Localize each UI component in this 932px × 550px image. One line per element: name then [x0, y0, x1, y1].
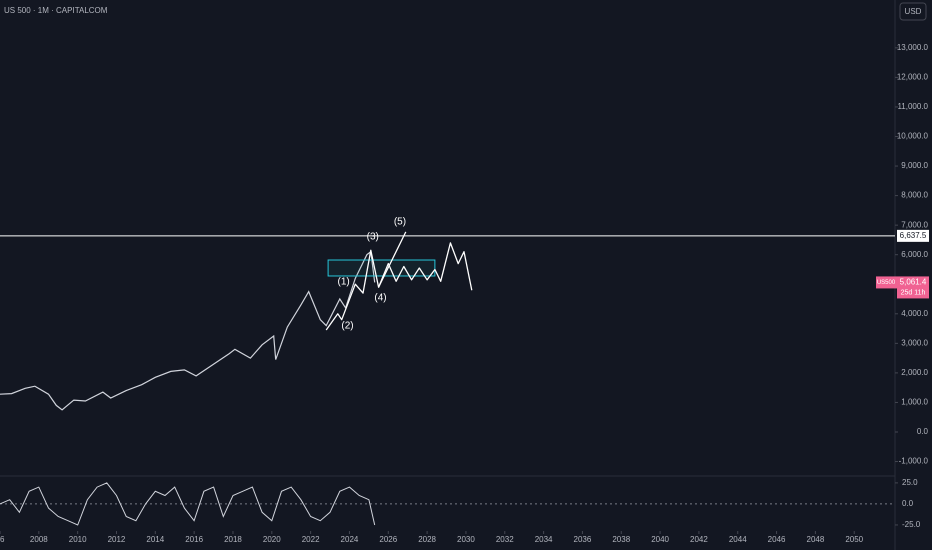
x-tick-label: 2038 — [612, 535, 630, 544]
osc-tick-label: 0.0 — [902, 499, 914, 508]
price-box — [897, 276, 929, 299]
wave-line — [377, 242, 473, 291]
y-tick-label: 2,000.0 — [901, 368, 928, 377]
y-tick-label: 6,000.0 — [901, 250, 928, 259]
osc-tick-label: -25.0 — [902, 520, 921, 529]
wave-label: (4) — [374, 293, 386, 304]
symbol-tag — [876, 276, 897, 289]
y-tick-label: 4,000.0 — [901, 309, 928, 318]
x-tick-label: 2036 — [574, 535, 592, 544]
symbol-label: US500 — [877, 280, 896, 286]
y-tick-label: -1,000.0 — [899, 457, 929, 466]
level-label-box — [897, 229, 929, 242]
x-tick-label: 2022 — [302, 535, 320, 544]
y-tick-label: 0.0 — [917, 427, 929, 436]
x-tick-label: 2050 — [845, 535, 863, 544]
wave-label: (5) — [394, 217, 406, 228]
osc-line — [0, 482, 376, 526]
wave-label: (2) — [341, 321, 353, 332]
x-tick-label: 2024 — [341, 535, 359, 544]
x-tick-label: 2020 — [263, 535, 281, 544]
y-tick-label: 1,000.0 — [901, 398, 928, 407]
x-tick-label: 2030 — [457, 535, 475, 544]
y-tick-label: 8,000.0 — [901, 191, 928, 200]
x-tick-label: 2016 — [185, 535, 203, 544]
target-box — [327, 259, 436, 277]
x-tick-label: 2014 — [146, 535, 164, 544]
x-tick-label: 2008 — [30, 535, 48, 544]
x-tick-label: 2012 — [108, 535, 126, 544]
y-tick-label: 12,000.0 — [897, 73, 929, 82]
x-tick-label: 2042 — [690, 535, 708, 544]
wave-label: (3) — [367, 232, 379, 243]
chart-title: US 500 · 1M · CAPITALCOM — [4, 6, 108, 15]
y-tick-label: 13,000.0 — [897, 43, 929, 52]
x-tick-label: 2046 — [768, 535, 786, 544]
x-tick-label: 2034 — [535, 535, 553, 544]
price-label: 5,061.4 — [900, 278, 927, 287]
price-line — [0, 250, 376, 411]
countdown-label: 25d 11h — [901, 289, 926, 296]
x-tick-label: 2040 — [651, 535, 669, 544]
x-tick-label: 2048 — [807, 535, 825, 544]
currency-label[interactable]: USD — [905, 7, 922, 16]
x-tick-label: 2032 — [496, 535, 514, 544]
osc-tick-label: 25.0 — [902, 478, 918, 487]
level-label: 6,637.5 — [900, 231, 927, 240]
y-tick-label: 11,000.0 — [897, 102, 928, 111]
y-tick-label: 7,000.0 — [901, 220, 928, 229]
x-tick-label: 2010 — [69, 535, 87, 544]
wave-label: (1) — [338, 277, 350, 288]
y-tick-label: 10,000.0 — [897, 132, 929, 141]
x-tick-label: 2044 — [729, 535, 747, 544]
x-tick-label: 2018 — [224, 535, 242, 544]
x-tick-label: 06 — [0, 535, 5, 544]
x-tick-label: 2028 — [418, 535, 436, 544]
y-tick-label: 3,000.0 — [901, 338, 928, 347]
y-tick-label: 9,000.0 — [901, 161, 928, 170]
wave-line — [325, 231, 407, 331]
x-tick-label: 2026 — [379, 535, 397, 544]
currency-button[interactable] — [899, 2, 927, 21]
